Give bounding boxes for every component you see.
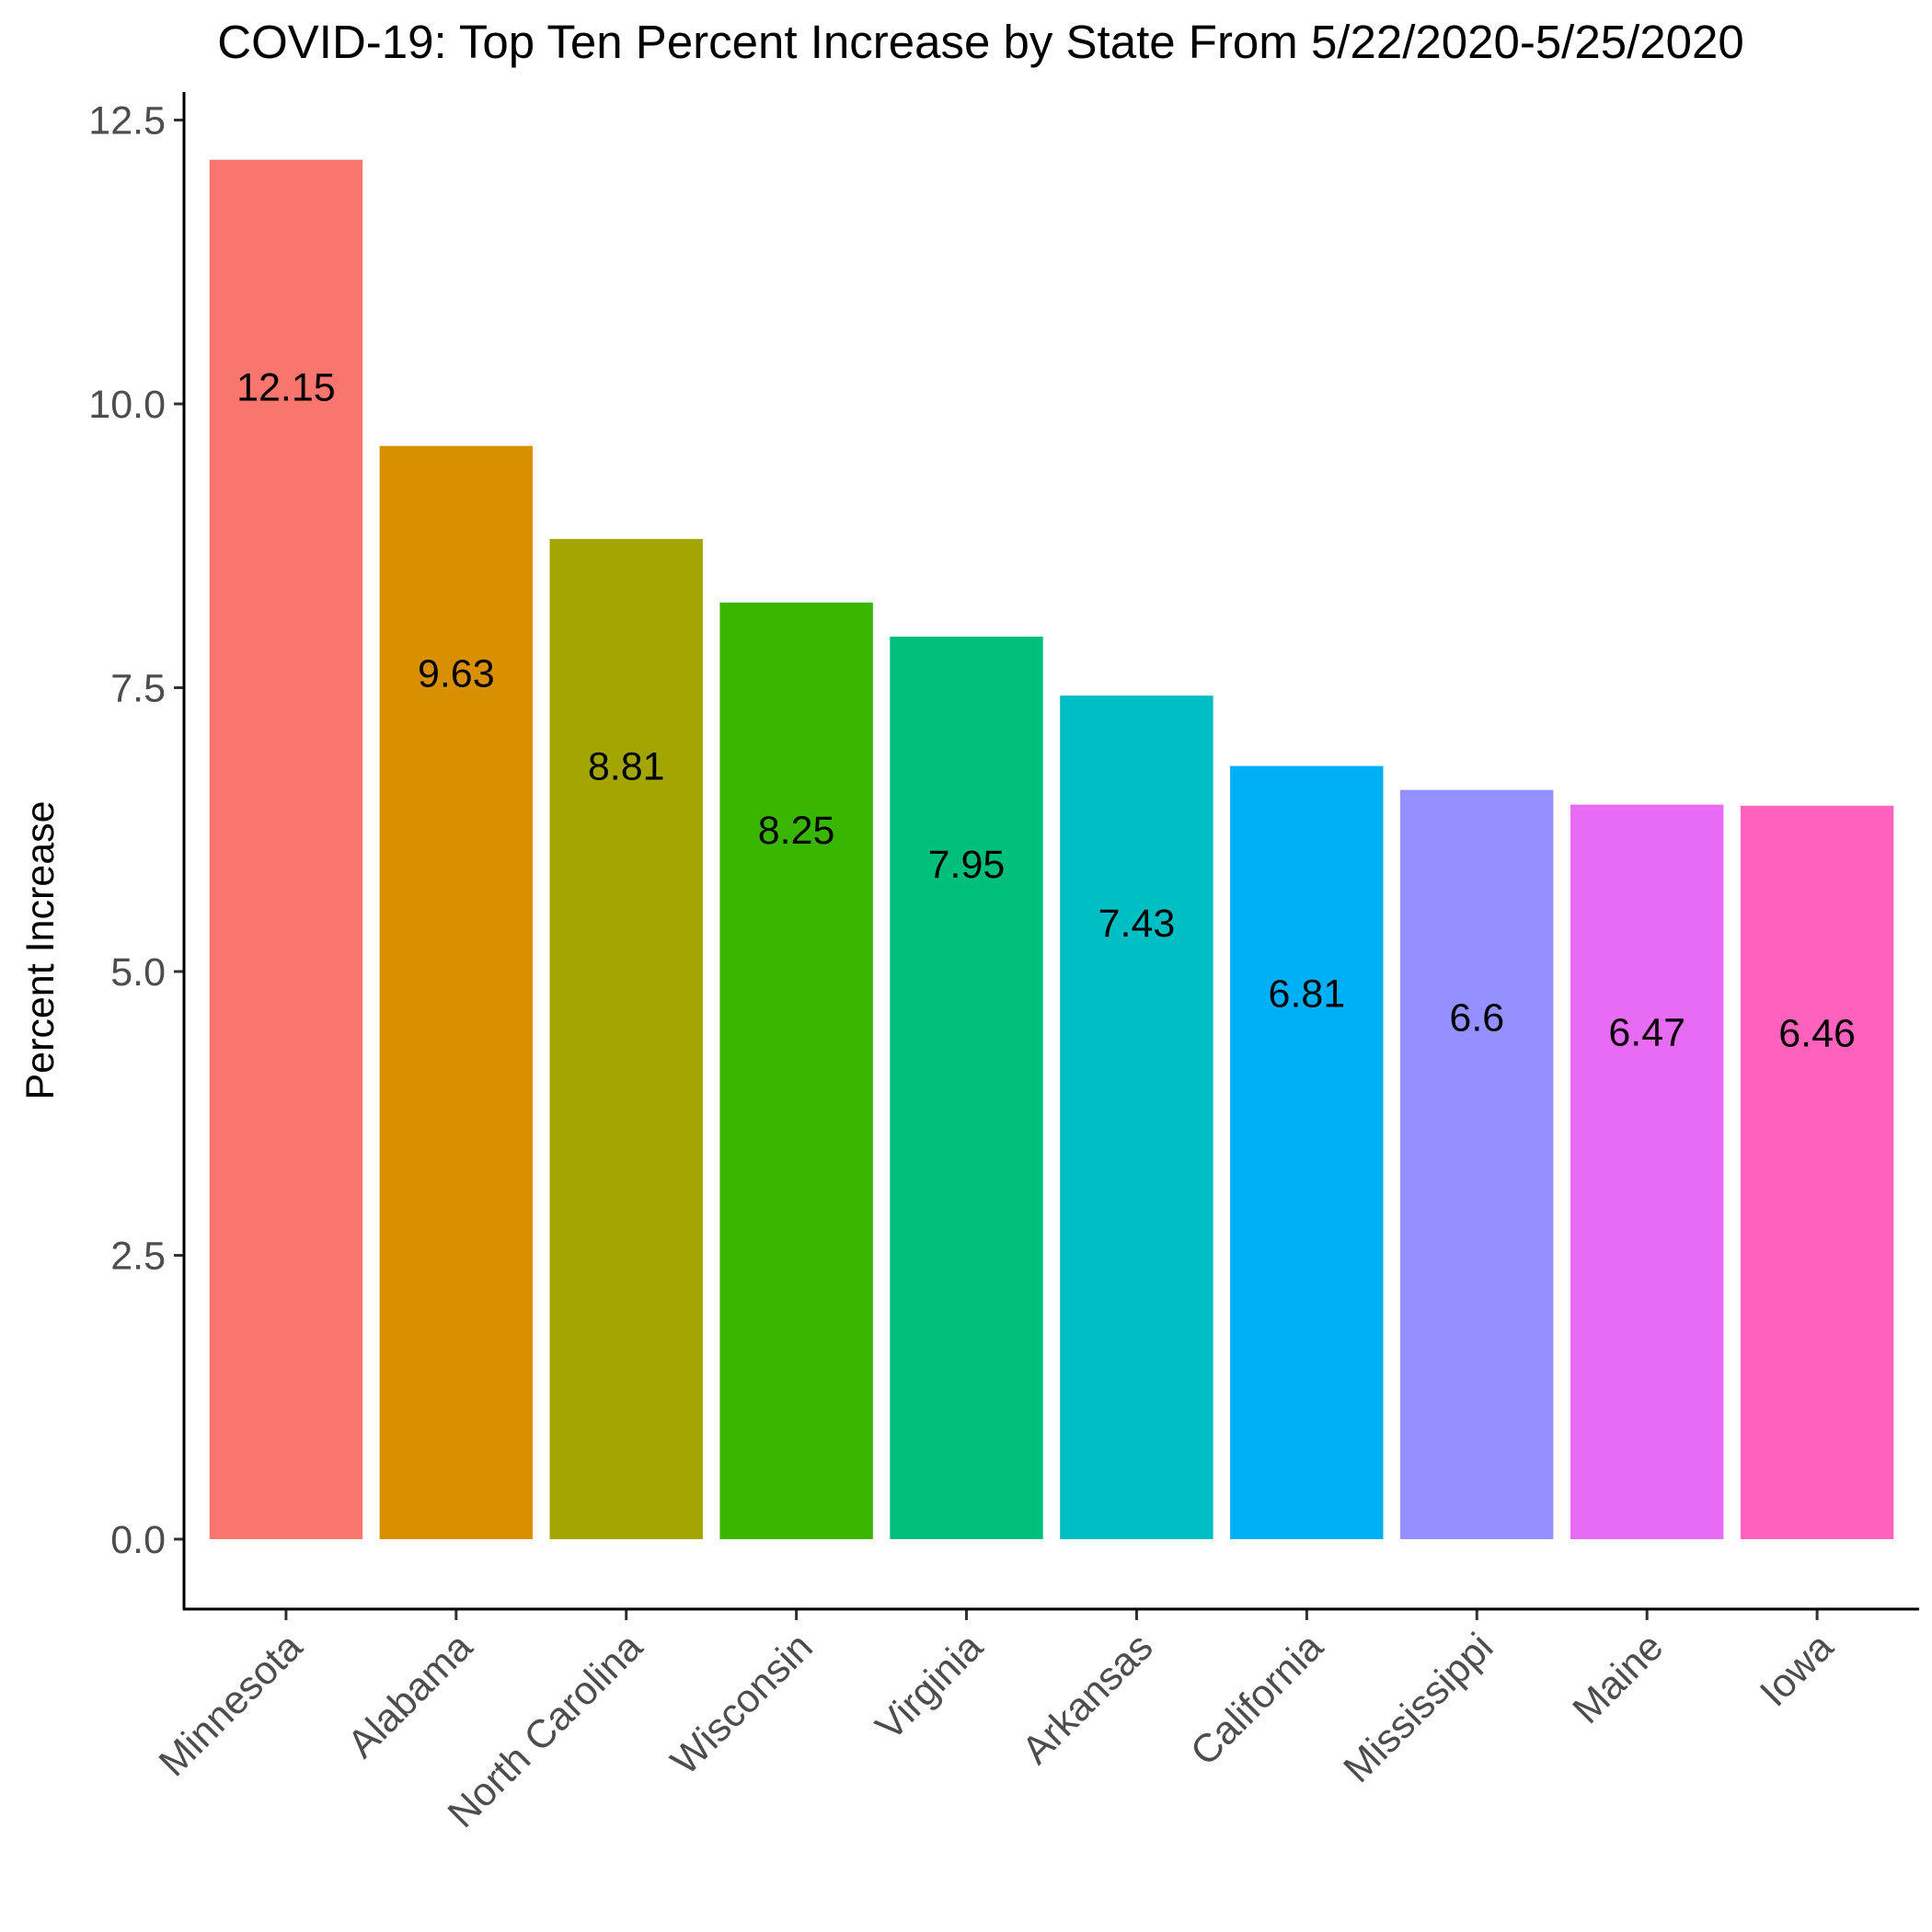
y-tick-label: 2.5 bbox=[110, 1235, 166, 1279]
bar-arkansas bbox=[1060, 696, 1213, 1539]
bar-minnesota bbox=[209, 159, 363, 1540]
x-tick-label: California bbox=[1182, 1625, 1331, 1774]
data-label: 7.43 bbox=[1098, 902, 1176, 946]
data-label: 6.81 bbox=[1269, 972, 1346, 1016]
bar-north-carolina bbox=[549, 538, 703, 1539]
bar-alabama bbox=[379, 445, 533, 1540]
data-label: 12.15 bbox=[236, 366, 336, 410]
bar-wisconsin bbox=[719, 602, 873, 1539]
y-tick-label: 7.5 bbox=[110, 667, 166, 711]
data-label: 8.81 bbox=[588, 745, 665, 789]
x-tick-label: Virginia bbox=[868, 1625, 992, 1749]
y-axis-title: Percent Increase bbox=[18, 800, 63, 1099]
data-label: 7.95 bbox=[928, 843, 1006, 887]
x-tick-label: Iowa bbox=[1752, 1625, 1842, 1715]
data-label: 8.25 bbox=[758, 809, 835, 853]
x-tick-label: Maine bbox=[1565, 1625, 1673, 1732]
y-tick-label: 5.0 bbox=[110, 950, 166, 995]
y-tick-label: 12.5 bbox=[88, 99, 166, 144]
y-axis-ticks: 0.0 2.5 5.0 7.5 10.0 12.5 bbox=[88, 99, 184, 1562]
bar-mississippi bbox=[1400, 789, 1554, 1539]
data-label: 6.46 bbox=[1778, 1012, 1856, 1056]
data-label: 6.47 bbox=[1608, 1010, 1685, 1054]
x-tick-label: Mississippi bbox=[1335, 1625, 1501, 1791]
bar-virginia bbox=[890, 637, 1043, 1539]
bar-iowa bbox=[1740, 805, 1894, 1539]
x-tick-label: Minnesota bbox=[151, 1625, 311, 1785]
y-tick-label: 0.0 bbox=[110, 1518, 166, 1562]
data-label: 9.63 bbox=[418, 652, 495, 696]
y-tick-label: 10.0 bbox=[88, 383, 166, 427]
x-tick-label: Arkansas bbox=[1014, 1625, 1162, 1773]
x-tick-label: Alabama bbox=[339, 1625, 481, 1766]
data-label: 6.6 bbox=[1449, 995, 1504, 1040]
bar-maine bbox=[1570, 804, 1724, 1539]
bar-california bbox=[1230, 765, 1384, 1539]
chart-title: COVID-19: Top Ten Percent Increase by St… bbox=[217, 16, 1743, 68]
x-tick-label: Wisconsin bbox=[662, 1625, 821, 1783]
plot-area: 12.15 9.63 8.81 8.25 7.95 7.43 6.81 6.6 6.47 6.46 bbox=[209, 159, 1894, 1540]
